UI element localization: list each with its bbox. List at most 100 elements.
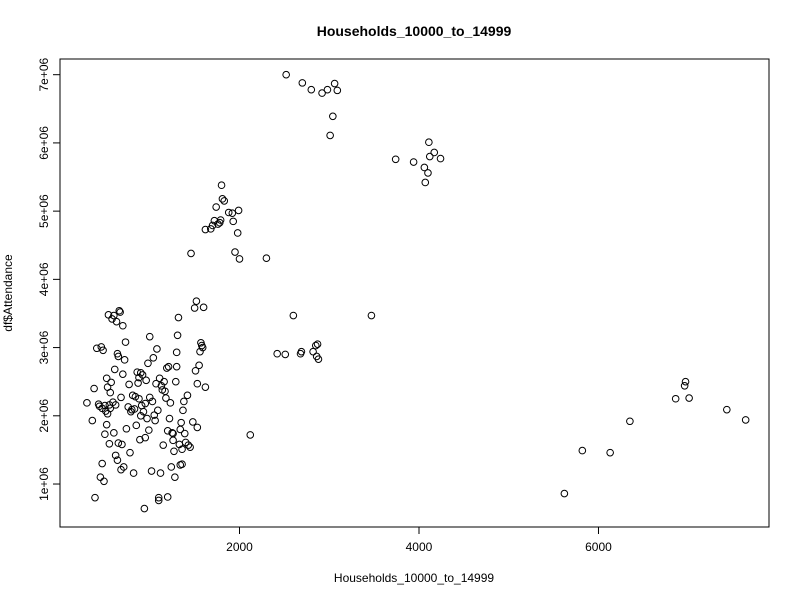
data-point	[154, 496, 163, 505]
y-tick-label: 2e+06	[37, 399, 51, 433]
data-point	[233, 229, 242, 237]
data-point	[187, 249, 195, 258]
data-point	[141, 399, 150, 408]
data-point	[151, 416, 159, 425]
data-point	[121, 338, 130, 346]
data-points	[83, 70, 750, 513]
data-point	[107, 378, 115, 387]
data-point	[148, 397, 157, 406]
data-point	[120, 356, 129, 364]
data-point	[183, 391, 192, 400]
data-point	[90, 384, 98, 393]
data-point	[154, 493, 163, 502]
y-tick-label: 1e+06	[37, 467, 51, 501]
data-point	[169, 436, 177, 445]
data-point	[201, 225, 210, 234]
data-point	[92, 344, 101, 353]
data-point	[741, 416, 750, 424]
data-point	[118, 440, 126, 449]
data-point	[192, 297, 201, 305]
y-tick-label: 3e+06	[37, 330, 51, 364]
y-tick-label: 6e+06	[37, 126, 51, 160]
data-point	[193, 423, 202, 432]
data-point	[311, 341, 320, 350]
data-point	[171, 377, 180, 386]
data-point	[246, 431, 255, 439]
data-point	[126, 448, 134, 457]
data-point	[606, 448, 614, 457]
x-axis: 2000 4000 6000	[226, 527, 612, 554]
data-point	[193, 379, 202, 388]
data-point	[167, 463, 176, 471]
data-point	[116, 308, 124, 316]
data-point	[145, 332, 154, 341]
data-point	[172, 348, 181, 357]
data-point	[115, 306, 124, 315]
data-point	[180, 397, 188, 406]
data-point	[177, 418, 185, 427]
data-point	[99, 346, 107, 355]
data-point	[184, 441, 193, 449]
data-point	[153, 345, 161, 353]
data-point	[136, 369, 145, 377]
data-point	[229, 217, 238, 226]
data-point	[88, 416, 97, 425]
data-point	[140, 504, 149, 513]
data-point	[298, 79, 307, 87]
data-point	[138, 371, 147, 379]
data-point	[560, 489, 569, 498]
data-point	[436, 154, 445, 163]
data-point	[111, 451, 120, 460]
data-point	[144, 359, 152, 368]
data-point	[119, 370, 127, 378]
data-point	[178, 460, 186, 469]
x-tick-label: 2000	[226, 540, 253, 554]
data-point	[164, 362, 173, 371]
data-point	[154, 406, 162, 415]
data-point	[425, 152, 434, 161]
data-point	[234, 206, 243, 215]
chart-title: Households_10000_to_14999	[317, 23, 512, 39]
data-point	[218, 195, 227, 203]
data-point	[171, 473, 179, 481]
data-point	[100, 477, 108, 486]
data-point	[195, 361, 203, 370]
data-point	[314, 355, 323, 363]
data-point	[156, 469, 165, 477]
data-point	[189, 418, 197, 426]
data-point	[110, 429, 118, 437]
y-axis: 1e+06 2e+06 3e+06 4e+06 5e+06 6e+06 7e+06	[37, 58, 60, 501]
data-point	[152, 379, 160, 388]
data-point	[235, 255, 244, 263]
data-point	[329, 112, 337, 121]
data-point	[83, 399, 91, 407]
data-point	[297, 347, 306, 356]
data-point	[102, 374, 111, 383]
data-point	[174, 313, 183, 322]
data-point	[142, 376, 150, 385]
data-point	[130, 405, 139, 413]
data-point	[578, 446, 587, 455]
y-tick-label: 7e+06	[37, 58, 51, 92]
data-point	[119, 321, 127, 330]
data-point	[178, 445, 186, 454]
x-tick-label: 4000	[406, 540, 433, 554]
data-point	[155, 374, 164, 383]
data-point	[409, 158, 418, 166]
data-point	[106, 388, 115, 397]
data-point	[180, 429, 189, 438]
data-point	[723, 405, 731, 414]
data-point	[114, 439, 123, 447]
data-point	[162, 364, 171, 372]
data-point	[136, 435, 144, 444]
data-point	[109, 398, 117, 406]
data-point	[198, 343, 207, 352]
data-point	[122, 424, 131, 433]
data-point	[125, 380, 133, 389]
data-point	[113, 456, 122, 464]
data-point	[91, 493, 99, 502]
data-point	[201, 383, 210, 391]
data-point	[424, 169, 432, 177]
data-point	[149, 354, 158, 362]
